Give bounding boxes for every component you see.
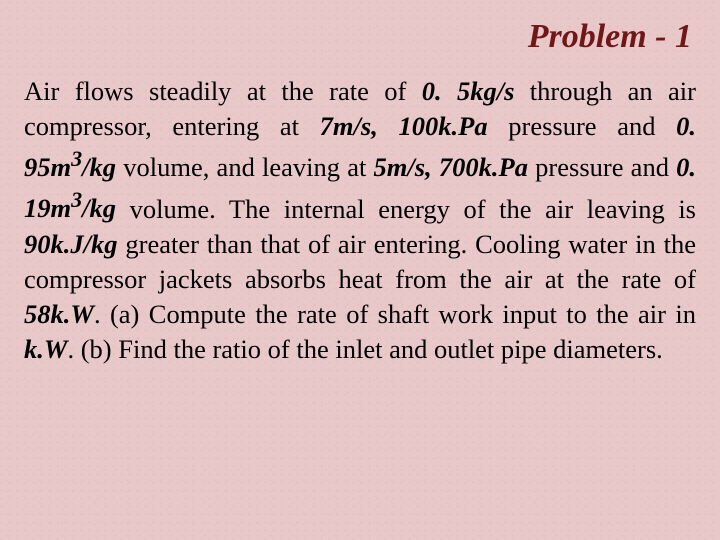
outlet-pressure-value: 700k.Pa (439, 152, 528, 182)
internal-energy-value: 90k.J/kg (24, 229, 118, 259)
inlet-pressure-value: 100k.Pa (399, 111, 488, 141)
heat-rate-value: 58k.W (24, 299, 94, 329)
text-segment (378, 111, 399, 141)
text-segment: greater than that of air entering. Cooli… (24, 229, 696, 294)
text-segment: . (a) Compute the rate of shaft work inp… (94, 299, 696, 329)
text-segment: Air flows steadily at the rate of (24, 76, 422, 106)
unit-kw: k.W (24, 334, 67, 364)
text-segment: volume. The internal energy of the air l… (116, 193, 696, 223)
text-segment: volume, and leaving at (116, 152, 374, 182)
text-segment: pressure and (528, 152, 676, 182)
inlet-velocity-value: 7m/s, (320, 111, 378, 141)
problem-body: Air flows steadily at the rate of 0. 5kg… (24, 74, 696, 368)
slide-container: Problem - 1 Air flows steadily at the ra… (0, 0, 720, 540)
text-segment: pressure and (488, 111, 677, 141)
text-segment: . (b) Find the ratio of the inlet and ou… (67, 334, 662, 364)
text-segment (432, 152, 439, 182)
outlet-velocity-value: 5m/s, (374, 152, 432, 182)
flow-rate-value: 0. 5kg/s (422, 76, 515, 106)
problem-title: Problem - 1 (24, 18, 696, 56)
